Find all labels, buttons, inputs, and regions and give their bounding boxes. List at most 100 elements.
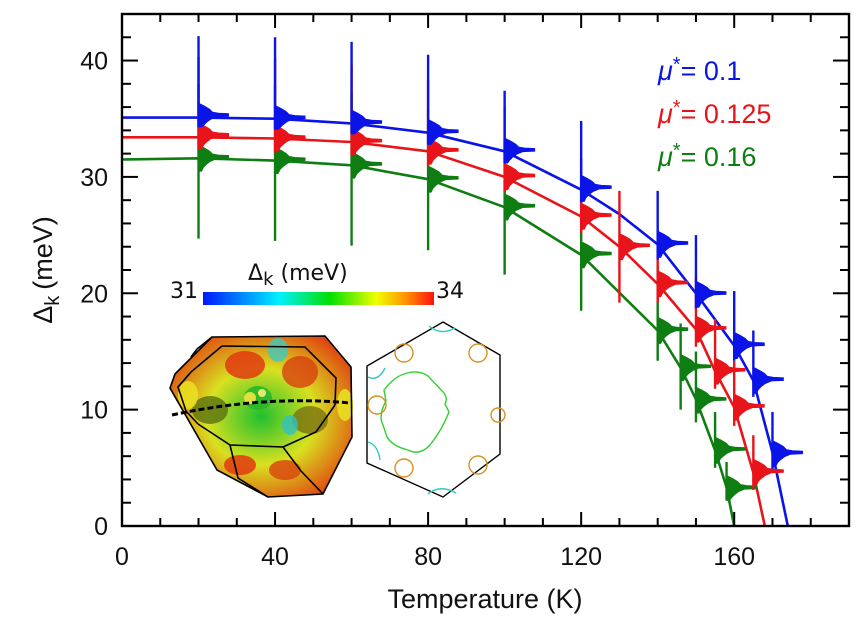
legend-mu-symbol: μ: [657, 56, 673, 86]
histogram-glyph: [714, 357, 746, 385]
colorbar-max-label: 34: [436, 279, 464, 304]
histogram-glyph: [427, 137, 459, 165]
colorbar-title-symbol: Δ: [248, 261, 263, 286]
histogram-glyph: [695, 315, 727, 343]
legend-star: *: [673, 140, 681, 162]
histogram-glyph: [752, 366, 784, 394]
histogram-glyph: [198, 122, 230, 150]
histogram-glyph: [504, 193, 536, 221]
histogram-glyph: [657, 269, 689, 298]
data-point-series-1: [656, 190, 689, 260]
legend-entry-series-3: μ*= 0.16: [657, 140, 756, 172]
legend-value: = 0.16: [681, 142, 757, 172]
data-point-series-2: [713, 318, 746, 389]
histogram-glyph: [618, 232, 650, 261]
histogram-glyph: [714, 436, 746, 464]
legend-mu-symbol: μ: [657, 142, 673, 172]
histogram-glyph: [427, 165, 459, 193]
data-point-series-3: [725, 462, 758, 501]
histogram-glyph: [695, 386, 727, 414]
histogram-glyph: [198, 144, 230, 172]
histogram-glyph: [274, 104, 306, 130]
data-point-series-1: [197, 36, 230, 128]
y-tick-label: 30: [80, 164, 108, 192]
y-axis-title-unit: (meV): [28, 216, 58, 290]
data-point-series-2: [350, 65, 383, 156]
data-point-series-1: [694, 235, 727, 309]
histogram-glyph: [695, 280, 727, 308]
histogram-glyph: [198, 102, 230, 128]
histogram-glyph: [580, 174, 612, 202]
y-tick-label: 20: [80, 280, 108, 308]
x-tick-label: 40: [261, 543, 289, 571]
legend-value: = 0.125: [681, 99, 772, 129]
histogram-glyph: [427, 118, 459, 145]
histogram-glyph: [274, 124, 306, 152]
x-tick-label: 160: [713, 543, 755, 571]
data-point-series-2: [733, 360, 765, 426]
fermi-surface-2d-panel: [366, 321, 506, 498]
colorbar-title-unit: (meV): [274, 261, 348, 286]
histogram-glyph: [752, 458, 784, 486]
cyan-pockets: [367, 325, 457, 495]
histogram-glyph: [504, 137, 536, 164]
legend-star: *: [673, 97, 681, 119]
data-point-series-3: [694, 351, 727, 423]
data-point-series-1: [771, 411, 803, 469]
data-point-series-1: [503, 90, 536, 164]
y-axis: 0 10 20 30 40: [80, 13, 849, 541]
y-axis-title-symbol: Δ: [28, 306, 58, 324]
data-point-series-2: [618, 190, 650, 303]
data-point-series-1: [273, 37, 306, 130]
legend-mu-symbol: μ: [657, 99, 673, 129]
data-point-series-1: [350, 41, 383, 135]
y-axis-title: Δk (meV): [28, 216, 64, 324]
data-point-series-1: [733, 290, 765, 361]
kz-plane: [171, 399, 351, 417]
data-point-series-3: [713, 411, 746, 468]
histogram-glyph: [580, 240, 612, 269]
data-point-series-1: [752, 330, 784, 397]
brillouin-zone-edges: [169, 335, 353, 498]
colorbar-min-label: 31: [170, 279, 198, 304]
legend-star: *: [673, 54, 681, 76]
legend-entry-series-1: μ*= 0.1: [657, 54, 741, 86]
data-points: [197, 36, 803, 501]
legend-value: = 0.1: [681, 56, 742, 86]
histogram-glyph: [726, 474, 758, 501]
x-axis: 0 40 80 120 160: [115, 14, 850, 571]
histogram-glyph: [771, 439, 803, 468]
fs-blobs: [178, 338, 353, 480]
histogram-glyph: [351, 151, 383, 179]
x-tick-label: 0: [115, 543, 129, 571]
x-tick-label: 80: [414, 543, 442, 571]
histogram-glyph: [733, 331, 765, 359]
histogram-glyph: [274, 146, 306, 174]
colorbar-gradient: [203, 292, 434, 305]
colorbar-title: Δk (meV): [248, 261, 348, 290]
histogram-glyph: [351, 128, 383, 156]
inset: 31 34 Δk (meV): [169, 261, 506, 498]
orange-pockets: [367, 343, 506, 478]
legend-entry-series-2: μ*= 0.125: [657, 97, 771, 129]
y-tick-label: 40: [80, 48, 108, 76]
histogram-glyph: [351, 109, 383, 135]
data-point-series-1: [426, 54, 459, 145]
histogram-glyph: [657, 316, 689, 344]
x-axis-title: Temperature (K): [387, 584, 582, 614]
y-tick-label: 10: [80, 397, 108, 425]
data-point-series-2: [197, 57, 230, 151]
histogram-glyph: [504, 162, 536, 191]
x-tick-label: 120: [560, 543, 602, 571]
data-point-series-2: [273, 58, 306, 153]
data-point-series-1: [579, 121, 612, 203]
colorbar-title-sub: k: [263, 269, 274, 290]
hexagon-bz: [366, 321, 501, 498]
histogram-glyph: [657, 230, 689, 258]
y-axis-title-sub: k: [42, 295, 64, 306]
data-point-series-2: [752, 435, 784, 490]
fermi-surface-3d-panel: [169, 335, 353, 498]
colorbar: 31 34 Δk (meV): [170, 261, 464, 305]
